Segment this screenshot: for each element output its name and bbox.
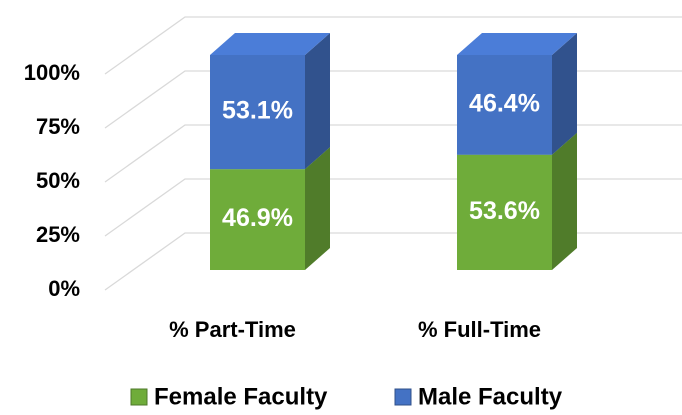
bar [457, 55, 552, 155]
legend-swatch [394, 388, 412, 406]
legend-label: Male Faculty [418, 383, 563, 410]
grid-line [104, 70, 682, 129]
bar-side [305, 147, 330, 270]
x-tick-label: % Part-Time [169, 317, 296, 342]
y-tick-label: 50% [36, 168, 80, 193]
bar [210, 169, 305, 270]
grid-line [104, 16, 682, 75]
y-tick-label: 100% [24, 60, 80, 85]
x-tick-label: % Full-Time [418, 317, 541, 342]
bar [457, 154, 552, 270]
y-tick-label: 25% [36, 222, 80, 247]
data-label: 53.1% [222, 97, 293, 125]
grid-line [104, 232, 682, 291]
bar-side [552, 33, 577, 155]
legend-label: Female Faculty [154, 383, 328, 410]
y-tick-label: 0% [48, 276, 80, 301]
grid-line [104, 124, 682, 183]
bar-side [305, 33, 330, 170]
bar [210, 55, 305, 170]
bar-top [457, 33, 577, 55]
bar-side [552, 132, 577, 270]
legend-swatch [130, 388, 148, 406]
data-label: 53.6% [469, 197, 540, 225]
bar-top [210, 33, 330, 55]
grid-line [104, 178, 682, 237]
data-label: 46.4% [469, 89, 540, 117]
y-tick-label: 75% [36, 114, 80, 139]
data-label: 46.9% [222, 204, 293, 232]
